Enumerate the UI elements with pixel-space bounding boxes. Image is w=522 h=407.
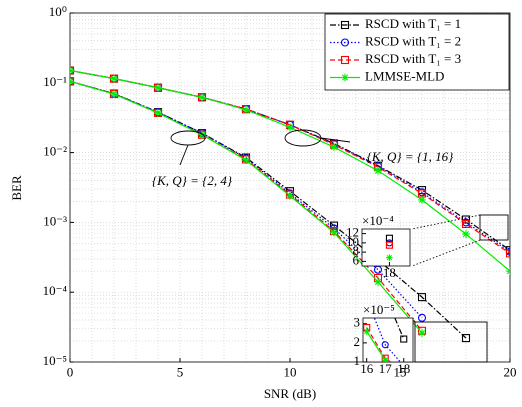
y-tick-label: 8	[353, 243, 360, 258]
x-axis-label: SNR (dB)	[264, 386, 316, 401]
marker	[341, 73, 349, 82]
x-tick-label: 18	[397, 361, 410, 376]
marker	[461, 219, 471, 229]
legend-marker	[341, 73, 349, 82]
marker	[110, 90, 118, 98]
marker	[400, 335, 408, 343]
marker	[374, 278, 382, 286]
y-multiplier: ×10⁻⁵	[363, 302, 395, 317]
inset-plot: 16 17 18 1 2 3×10⁻⁵	[354, 302, 414, 376]
y-tick-label: 10⁻¹	[43, 74, 67, 89]
legend-label: RSCD with T₁ = 2	[365, 33, 461, 48]
y-tick-label: 2	[354, 334, 361, 349]
marker	[70, 77, 74, 86]
marker	[110, 74, 118, 83]
marker	[363, 328, 371, 335]
marker	[340, 38, 350, 47]
legend-marker	[340, 55, 350, 65]
marker	[418, 196, 426, 204]
y-tick-label: 10⁻⁴	[43, 283, 68, 298]
series-layer	[70, 66, 510, 343]
legend-marker	[340, 38, 350, 47]
marker	[461, 334, 471, 343]
marker	[286, 123, 294, 132]
y-tick-label: 10	[346, 234, 359, 249]
x-tick-label: 5	[177, 365, 184, 380]
marker	[154, 109, 162, 117]
marker	[242, 105, 250, 114]
marker	[340, 20, 350, 30]
x-tick-label: 18	[383, 265, 396, 280]
series-line	[70, 80, 467, 339]
marker	[330, 228, 338, 237]
legend-label: RSCD with T₁ = 3	[365, 51, 461, 66]
marker	[340, 55, 350, 65]
annotation: {K, Q} = {2, 4}	[152, 173, 233, 188]
marker	[506, 267, 510, 276]
x-tick-label: 15	[394, 365, 407, 380]
marker	[385, 234, 393, 242]
y-tick-label: 1	[354, 353, 361, 368]
x-tick-label: 17	[379, 361, 393, 376]
legend-marker	[340, 20, 350, 30]
marker	[374, 166, 382, 175]
marker	[505, 249, 510, 258]
marker	[386, 254, 393, 261]
legend: RSCD with T₁ = 1 RSCD with T₁ = 2 RSCD wit…	[324, 13, 510, 91]
marker	[381, 341, 389, 349]
annotation: {K, Q} = {1, 16}	[367, 149, 454, 164]
marker	[330, 143, 338, 151]
x-tick-label: 20	[504, 365, 517, 380]
series-layer	[363, 318, 408, 362]
x-tick-label: 0	[67, 365, 74, 380]
marker	[198, 130, 206, 139]
y-tick-label: 12	[346, 225, 359, 240]
marker	[417, 293, 427, 302]
y-tick-label: 10⁰	[49, 4, 67, 19]
x-tick-label: 10	[284, 365, 297, 380]
marker	[418, 329, 426, 337]
marker	[462, 230, 470, 238]
y-tick-label: 3	[354, 315, 361, 330]
main-plot: 0 5 10 15 20 10⁻⁵ 10⁻⁴ 10⁻³ 10⁻² 10⁻¹ 10⁰ {K, Q} = …	[43, 4, 517, 380]
marker	[242, 156, 250, 164]
plot-frame	[361, 228, 411, 267]
marker	[385, 241, 393, 249]
series-layer	[385, 234, 393, 261]
marker	[198, 93, 206, 102]
x-tick-label: 16	[360, 361, 374, 376]
marker	[286, 192, 294, 200]
legend-label: RSCD with T₁ = 1	[365, 16, 461, 31]
marker	[417, 313, 427, 322]
y-multiplier: ×10⁻⁴	[362, 213, 394, 228]
marker	[154, 83, 162, 92]
marker	[70, 66, 74, 75]
y-tick-label: 10⁻³	[43, 213, 67, 228]
marker	[381, 356, 389, 362]
y-axis-label: BER	[9, 175, 24, 201]
marker	[373, 265, 383, 274]
series-line	[373, 318, 402, 362]
y-tick-label: 10⁻²	[43, 144, 67, 159]
y-tick-label: 10⁻⁵	[43, 353, 67, 368]
y-tick-label: 6	[353, 252, 360, 267]
zoom-indicators	[170, 129, 509, 363]
legend-label: LMMSE-MLD	[365, 68, 444, 83]
